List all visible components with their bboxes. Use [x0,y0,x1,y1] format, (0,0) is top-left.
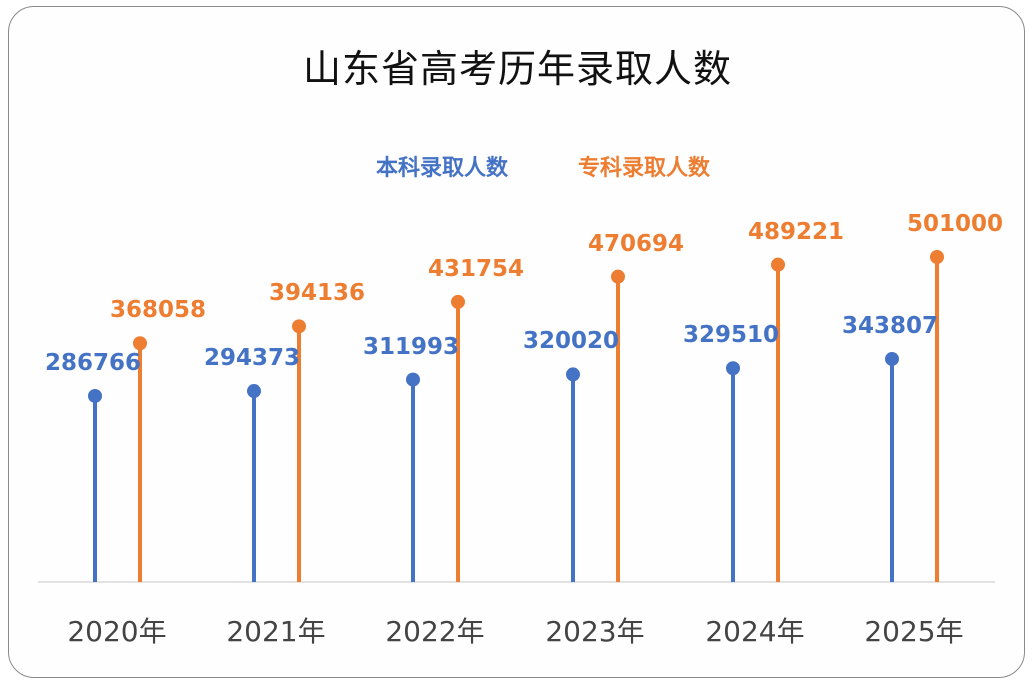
legend-bachelor: 本科录取人数 [376,156,509,181]
x-axis-label: 2024年 [705,615,805,648]
bachelor-value-label: 311993 [362,333,460,360]
associate-value-label: 501000 [906,211,1004,237]
bachelor-value-label: 294373 [203,345,301,372]
associate-value-label: 394136 [268,280,366,307]
chart-card [8,6,1025,678]
x-axis-label: 2021年 [226,615,326,648]
associate-value-label: 431754 [427,255,525,282]
associate-dot [292,319,306,334]
x-axis-label: 2025年 [864,615,964,648]
x-axis-label: 2022年 [385,615,485,648]
associate-value-label: 470694 [587,230,685,257]
associate-dot [451,294,465,309]
bachelor-dot [566,367,580,382]
bachelor-value-label: 329510 [682,322,780,349]
bachelor-dot [726,361,740,376]
associate-value-label: 368058 [109,297,207,324]
stems [88,250,944,582]
bachelor-dot [885,351,899,366]
associate-dot [930,250,944,264]
bachelor-dot [406,372,420,387]
chart-title: 山东省高考历年录取人数 [302,47,732,91]
associate-dot [133,336,147,351]
bachelor-dot [247,384,261,399]
associate-dot [611,269,625,284]
bachelor-value-label: 286766 [44,349,142,376]
x-axis-label: 2020年 [67,615,167,648]
bachelor-value-label: 320020 [522,328,620,355]
x-axis-label: 2023年 [545,615,645,648]
legend-associate: 专科录取人数 [578,156,711,181]
associate-dot [771,257,785,272]
associate-value-label: 489221 [747,218,845,245]
bachelor-dot [88,388,102,403]
bachelor-value-label: 343807 [841,312,939,339]
